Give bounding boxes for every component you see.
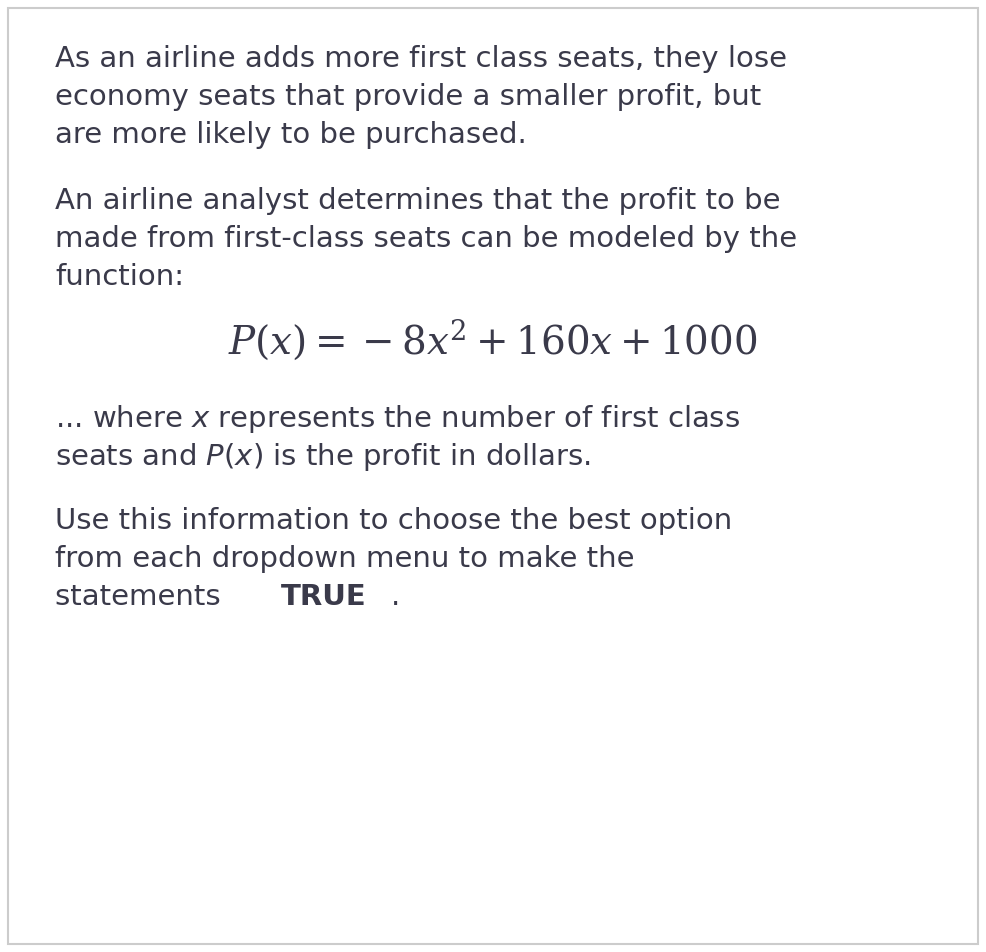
Text: function:: function: bbox=[55, 263, 184, 291]
Text: ... where $x$ represents the number of first class: ... where $x$ represents the number of f… bbox=[55, 403, 740, 435]
Text: TRUE: TRUE bbox=[281, 583, 367, 611]
Text: As an airline adds more first class seats, they lose: As an airline adds more first class seat… bbox=[55, 45, 787, 73]
Text: economy seats that provide a smaller profit, but: economy seats that provide a smaller pro… bbox=[55, 83, 761, 111]
Text: are more likely to be purchased.: are more likely to be purchased. bbox=[55, 121, 527, 149]
Text: statements: statements bbox=[55, 583, 230, 611]
Text: made from first-class seats can be modeled by the: made from first-class seats can be model… bbox=[55, 225, 797, 253]
Text: Use this information to choose the best option: Use this information to choose the best … bbox=[55, 507, 733, 535]
FancyBboxPatch shape bbox=[8, 8, 978, 944]
Text: An airline analyst determines that the profit to be: An airline analyst determines that the p… bbox=[55, 187, 781, 215]
Text: seats and $P(x)$ is the profit in dollars.: seats and $P(x)$ is the profit in dollar… bbox=[55, 441, 591, 473]
Text: $P(x) = -8x^2 + 160x + 1000$: $P(x) = -8x^2 + 160x + 1000$ bbox=[229, 318, 757, 362]
Text: from each dropdown menu to make the: from each dropdown menu to make the bbox=[55, 545, 635, 573]
Text: .: . bbox=[391, 583, 400, 611]
